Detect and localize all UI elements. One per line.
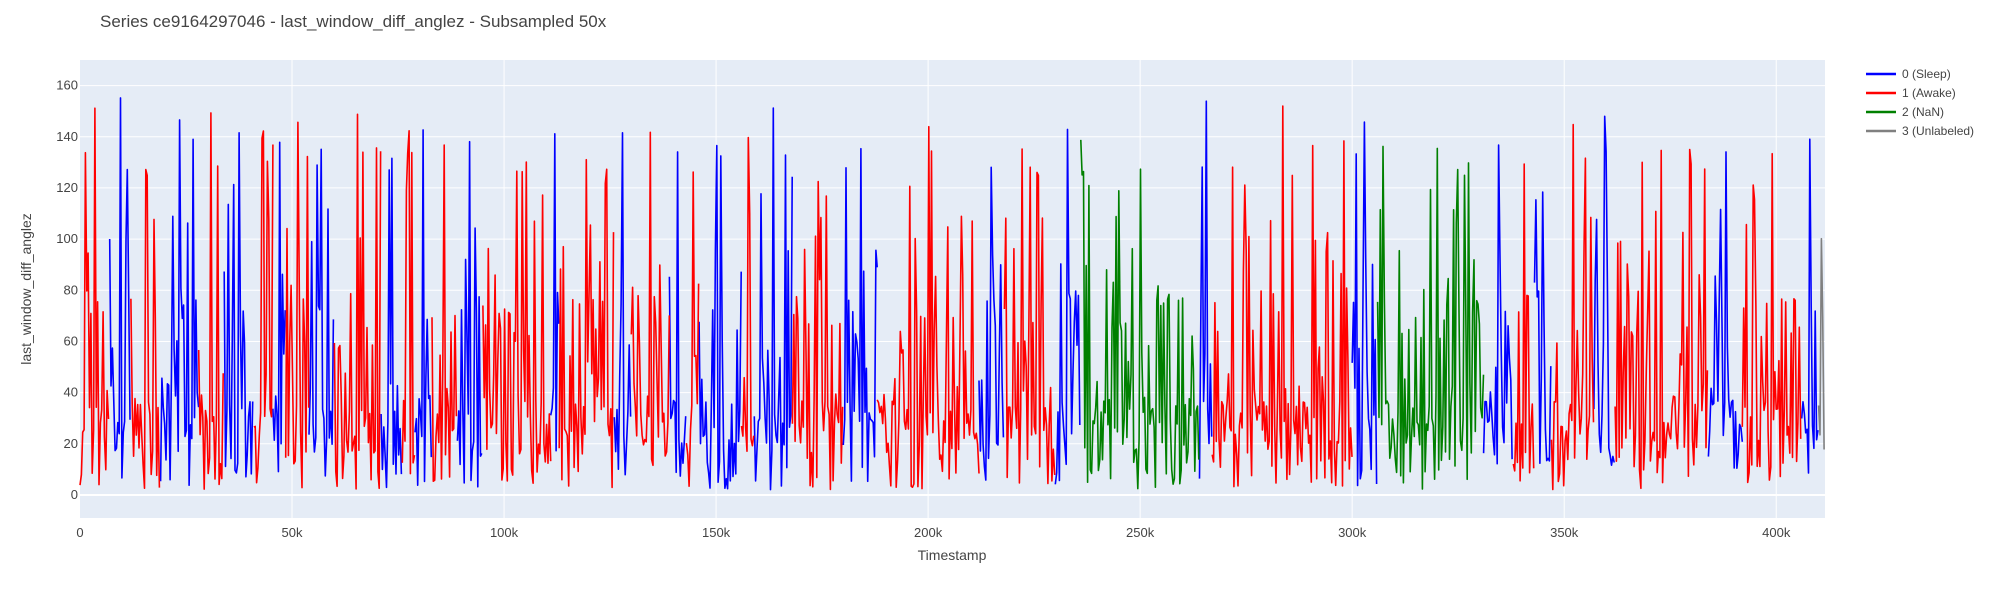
series-segment — [130, 168, 161, 489]
legend-label: 1 (Awake) — [1902, 86, 1956, 100]
series-segment — [1080, 139, 1200, 490]
y-tick-label: 100 — [56, 231, 78, 246]
series-segment — [79, 107, 110, 486]
series-segment — [1054, 128, 1081, 485]
series-segment — [431, 144, 458, 482]
series-segment — [549, 133, 560, 452]
series-segment — [284, 121, 310, 489]
series-segment — [558, 158, 615, 489]
y-tick-label: 40 — [64, 385, 78, 400]
legend-item[interactable]: 3 (Unlabeled) — [1866, 124, 1974, 138]
y-tick-label: 80 — [64, 282, 78, 297]
series-segment — [159, 119, 200, 486]
series-segment — [482, 161, 552, 484]
series-segment — [380, 157, 403, 489]
series-segment — [876, 125, 980, 490]
series-layer — [79, 97, 1825, 491]
series-segment — [1351, 121, 1378, 487]
series-segment — [414, 129, 433, 486]
legend[interactable]: 0 (Sleep) 1 (Awake) 2 (NaN) 3 (Unlabeled) — [1866, 67, 1974, 138]
series-segment — [1003, 148, 1056, 485]
series-segment — [333, 113, 382, 490]
series-segment — [613, 132, 632, 476]
y-axis-ticks: 0 20 40 60 80 100 120 140 160 — [56, 78, 78, 502]
x-tick-label: 350k — [1550, 525, 1579, 540]
x-tick-label: 150k — [702, 525, 731, 540]
y-tick-label: 0 — [71, 487, 78, 502]
legend-label: 2 (NaN) — [1902, 105, 1944, 119]
x-axis-ticks: 0 50k 100k 150k 200k 250k 300k 350k 400k — [76, 525, 1790, 540]
series-segment — [253, 130, 274, 484]
series-segment — [456, 140, 483, 488]
x-tick-label: 250k — [1126, 525, 1155, 540]
series-segment — [1614, 148, 1709, 490]
series-segment — [668, 151, 687, 477]
legend-label: 3 (Unlabeled) — [1902, 124, 1974, 138]
series-segment — [1533, 191, 1552, 464]
series-line — [108, 97, 1819, 491]
chart-title: Series ce9164297046 - last_window_diff_a… — [100, 12, 607, 31]
series-segment — [1550, 123, 1595, 491]
series-segment — [401, 130, 416, 475]
series-segment — [1198, 100, 1213, 479]
series-segment — [1512, 163, 1535, 482]
series-segment — [1741, 152, 1802, 484]
series-segment — [1211, 105, 1353, 488]
series-segment — [308, 148, 335, 477]
y-tick-label: 120 — [56, 180, 78, 195]
legend-label: 0 (Sleep) — [1902, 67, 1951, 81]
x-axis-title: Timestamp — [918, 547, 987, 563]
y-tick-label: 160 — [56, 78, 78, 93]
series-line — [1080, 139, 1485, 490]
series-segment — [685, 171, 700, 487]
series-segment — [698, 144, 742, 490]
legend-item[interactable]: 1 (Awake) — [1866, 86, 1956, 100]
y-tick-label: 140 — [56, 129, 78, 144]
legend-item[interactable]: 0 (Sleep) — [1866, 67, 1951, 81]
series-segment — [1482, 144, 1513, 465]
series-segment — [1593, 115, 1615, 466]
series-segment — [272, 141, 286, 473]
series-segment — [1817, 237, 1825, 450]
y-axis-title: last_window_diff_anglez — [18, 213, 34, 365]
series-segment — [108, 97, 131, 479]
series-segment — [1376, 145, 1485, 490]
series-segment — [1800, 138, 1819, 474]
x-tick-label: 400k — [1762, 525, 1791, 540]
x-tick-label: 300k — [1338, 525, 1367, 540]
series-segment — [630, 131, 671, 467]
x-tick-label: 200k — [914, 525, 943, 540]
series-segment — [791, 180, 844, 491]
series-segment — [753, 107, 793, 491]
y-tick-label: 60 — [64, 333, 78, 348]
series-segment — [978, 166, 1005, 481]
series-segment — [740, 136, 755, 452]
series-line — [79, 105, 1802, 491]
x-tick-label: 0 — [76, 525, 83, 540]
x-tick-label: 100k — [490, 525, 519, 540]
y-tick-label: 20 — [64, 436, 78, 451]
series-segment — [223, 132, 254, 478]
series-line — [1817, 237, 1825, 450]
series-segment — [842, 147, 878, 483]
series-segment — [197, 112, 224, 490]
legend-item[interactable]: 2 (NaN) — [1866, 105, 1944, 119]
x-tick-label: 50k — [282, 525, 303, 540]
series-segment — [1707, 151, 1744, 469]
